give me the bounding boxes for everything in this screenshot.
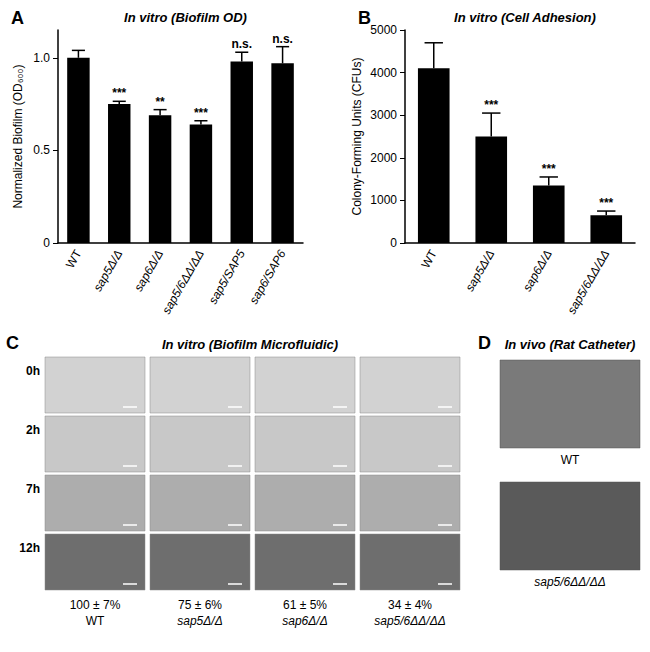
- svg-text:D: D: [478, 333, 491, 353]
- svg-text:n.s.: n.s.: [231, 37, 252, 51]
- svg-text:In vitro (Biofilm Microfluidic: In vitro (Biofilm Microfluidic): [162, 337, 338, 352]
- svg-text:***: ***: [599, 196, 613, 210]
- svg-text:7h: 7h: [26, 482, 40, 496]
- svg-text:In vitro (Biofilm OD): In vitro (Biofilm OD): [124, 10, 247, 25]
- svg-text:sap6Δ/Δ: sap6Δ/Δ: [520, 247, 555, 293]
- svg-text:100 ± 7%: 100 ± 7%: [70, 598, 121, 612]
- svg-text:sap5Δ/Δ: sap5Δ/Δ: [90, 247, 125, 293]
- svg-text:sap5/SAP5: sap5/SAP5: [206, 247, 248, 306]
- svg-text:Colony-Forming Units (CFUs): Colony-Forming Units (CFUs): [350, 57, 364, 215]
- svg-text:0.5: 0.5: [33, 143, 50, 157]
- svg-text:B: B: [358, 8, 371, 28]
- svg-text:***: ***: [112, 86, 126, 100]
- svg-text:2000: 2000: [370, 151, 397, 165]
- svg-text:2h: 2h: [26, 423, 40, 437]
- svg-text:WT: WT: [86, 614, 105, 628]
- svg-text:A: A: [11, 8, 24, 28]
- svg-text:0: 0: [43, 236, 50, 250]
- svg-text:WT: WT: [63, 247, 85, 271]
- svg-text:sap6Δ/Δ: sap6Δ/Δ: [131, 247, 166, 293]
- svg-text:n.s.: n.s.: [272, 32, 293, 46]
- svg-text:WT: WT: [418, 247, 440, 271]
- svg-text:Normalized Biofilm (OD₆₀₀): Normalized Biofilm (OD₆₀₀): [11, 64, 25, 208]
- svg-text:sap5/6ΔΔ/ΔΔ: sap5/6ΔΔ/ΔΔ: [564, 247, 612, 316]
- svg-text:***: ***: [194, 106, 208, 120]
- svg-text:WT: WT: [561, 453, 580, 467]
- svg-text:***: ***: [484, 98, 498, 112]
- svg-text:61 ± 5%: 61 ± 5%: [283, 598, 327, 612]
- svg-text:sap5/6ΔΔ/ΔΔ: sap5/6ΔΔ/ΔΔ: [159, 247, 207, 316]
- svg-text:sap5Δ/Δ: sap5Δ/Δ: [462, 247, 497, 293]
- svg-text:3000: 3000: [370, 108, 397, 122]
- svg-text:sap5/6ΔΔ/ΔΔ: sap5/6ΔΔ/ΔΔ: [534, 575, 606, 589]
- svg-text:12h: 12h: [19, 541, 40, 555]
- svg-text:4000: 4000: [370, 66, 397, 80]
- svg-text:In vivo (Rat Catheter): In vivo (Rat Catheter): [505, 337, 636, 352]
- svg-text:C: C: [6, 333, 19, 353]
- svg-text:In vitro (Cell Adhesion): In vitro (Cell Adhesion): [454, 10, 596, 25]
- svg-text:sap6/SAP6: sap6/SAP6: [247, 247, 289, 306]
- svg-text:1000: 1000: [370, 193, 397, 207]
- svg-text:0h: 0h: [26, 364, 40, 378]
- svg-text:5000: 5000: [370, 23, 397, 37]
- svg-text:1.0: 1.0: [33, 51, 50, 65]
- svg-text:**: **: [155, 95, 165, 109]
- svg-text:34 ± 4%: 34 ± 4%: [388, 598, 432, 612]
- svg-text:sap5Δ/Δ: sap5Δ/Δ: [177, 614, 222, 628]
- svg-text:0: 0: [390, 236, 397, 250]
- svg-text:sap5/6ΔΔ/ΔΔ: sap5/6ΔΔ/ΔΔ: [374, 614, 446, 628]
- svg-text:***: ***: [542, 162, 556, 176]
- svg-text:75 ± 6%: 75 ± 6%: [178, 598, 222, 612]
- svg-text:sap6Δ/Δ: sap6Δ/Δ: [282, 614, 327, 628]
